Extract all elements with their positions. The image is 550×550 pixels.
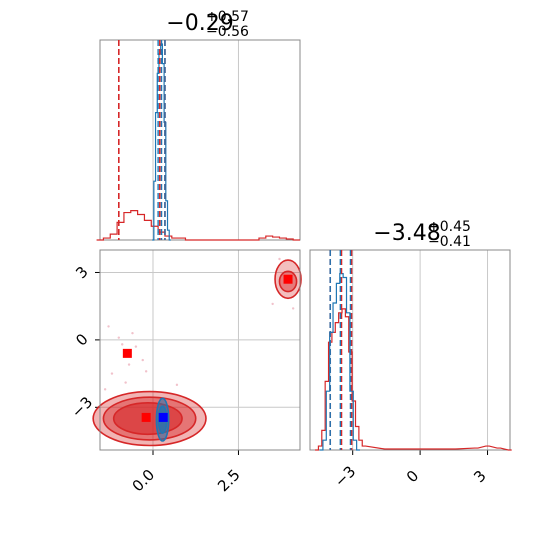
contour-bottom-left: 0.0 2.5 −3 0 3	[68, 249, 302, 496]
title-top-left: −0.29	[166, 11, 233, 36]
sample-point	[144, 370, 148, 373]
hist-series-0	[96, 210, 300, 241]
marker-square	[141, 412, 151, 422]
axes-frame	[309, 249, 511, 451]
sample-point	[271, 302, 274, 306]
x-tick-label: 0	[403, 467, 422, 486]
axes-frame	[99, 249, 301, 451]
axes-frame	[99, 39, 301, 241]
sample-point	[127, 363, 131, 366]
x-tick-label: 2.5	[214, 466, 244, 496]
x-tick-label: 3	[470, 467, 489, 486]
sample-point	[121, 343, 124, 346]
histogram-top-left	[96, 39, 301, 241]
title-bottom-right-sup: +0.45	[428, 219, 471, 235]
sample-point	[107, 325, 110, 328]
title-top-left-sub: −0.56	[206, 24, 249, 40]
sample-point	[291, 307, 295, 310]
marker-square	[122, 348, 132, 358]
sample-point	[278, 257, 281, 261]
sample-point	[110, 372, 114, 375]
sample-point	[117, 336, 121, 339]
histogram-bottom-right: −3 0 3	[309, 249, 512, 491]
sample-point	[175, 383, 179, 387]
marker-square	[158, 412, 168, 422]
x-tick-label: 0.0	[129, 466, 159, 496]
sample-point	[141, 358, 144, 362]
sample-point	[134, 345, 138, 348]
sample-point	[103, 388, 107, 391]
sample-point	[131, 331, 134, 335]
title-bottom-right-main: −3.48	[373, 221, 440, 246]
y-tick-label: 0	[72, 330, 91, 349]
hist-series-0	[315, 308, 512, 451]
title-top-left-sup: +0.57	[206, 9, 249, 25]
y-tick-label: −3	[68, 393, 96, 421]
title-bottom-right-sub: −0.41	[428, 234, 471, 250]
y-tick-label: 3	[72, 263, 91, 282]
title-top-left-main: −0.29	[166, 11, 233, 36]
marker-square	[283, 274, 293, 284]
sample-point	[124, 381, 127, 384]
x-tick-label: −3	[331, 462, 359, 490]
